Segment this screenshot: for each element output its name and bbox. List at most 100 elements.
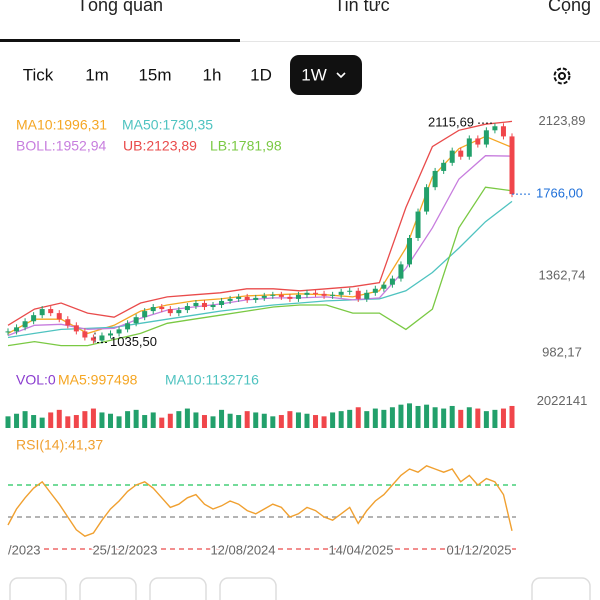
volume-bar: [500, 408, 506, 428]
y-tick-label: 1362,74: [539, 267, 586, 282]
volume-bar: [270, 416, 276, 428]
legend-entry: LB:1781,98: [210, 138, 282, 154]
volume-bar: [304, 413, 310, 428]
y-tick-label: 2123,89: [539, 113, 586, 128]
indicator-line: [7, 120, 513, 326]
volume-bar: [22, 411, 28, 428]
volume-bar: [39, 417, 45, 428]
x-tick-label: 01/12/2025: [446, 542, 511, 557]
volume-bar: [432, 407, 438, 428]
volume-bar: [244, 411, 250, 428]
volume-bar: [116, 416, 122, 428]
volume-bar: [347, 409, 353, 428]
volume-bar: [389, 407, 395, 428]
tab-underline: [0, 39, 240, 42]
toolbar: [9, 577, 591, 600]
rsi-line: [7, 465, 513, 537]
volume-bar: [65, 416, 71, 428]
x-tick-label: 25/12/2023: [92, 542, 157, 557]
min-label: 1035,50: [110, 334, 157, 349]
volume-bar: [483, 411, 489, 428]
volume-bar: [31, 415, 37, 428]
volume-bar: [313, 415, 319, 428]
volume-bar: [466, 407, 472, 428]
volume-bar: [287, 411, 293, 428]
legend-entry: BOLL:1952,94: [16, 138, 107, 154]
volume-bar: [133, 409, 139, 428]
tab[interactable]: Cộng: [548, 0, 591, 15]
volume-bar: [167, 413, 173, 428]
volume-bar: [219, 409, 225, 428]
legend-entry: MA50:1730,35: [122, 117, 213, 133]
tool-button[interactable]: [9, 577, 67, 600]
volume-bar: [415, 405, 421, 428]
volume-bar: [492, 409, 498, 428]
volume-bar: [364, 411, 370, 428]
indicator-line: [7, 200, 513, 339]
volume-bar: [90, 408, 96, 428]
last-price-label: 1766,00: [536, 186, 583, 201]
x-tick-label: 14/04/2025: [328, 542, 393, 557]
max-label: 2115,69: [428, 115, 474, 130]
x-tick-label: /2023: [8, 542, 41, 557]
tool-button[interactable]: [79, 577, 137, 600]
volume-bar: [355, 407, 361, 428]
volume-bar: [261, 413, 267, 428]
tab-divider: [0, 41, 600, 42]
volume-bar: [82, 411, 88, 428]
timeframe[interactable]: 1m: [85, 65, 109, 84]
volume-bar: [321, 416, 327, 428]
volume-bar: [5, 416, 11, 428]
volume-bar: [398, 404, 404, 428]
indicator-line: [7, 155, 513, 337]
legend-entry: MA5:997498: [58, 372, 138, 388]
volume-bar: [441, 408, 447, 428]
volume-bar: [253, 412, 259, 428]
timeframe[interactable]: Tick: [23, 65, 54, 84]
x-tick-label: 12/08/2024: [210, 542, 275, 557]
tool-button[interactable]: [531, 577, 591, 600]
volume-bar: [150, 412, 156, 428]
timeframe[interactable]: 15m: [138, 65, 171, 84]
volume-bar: [14, 413, 20, 428]
volume-bar: [227, 413, 233, 428]
volume-bar: [210, 416, 216, 428]
volume-bar: [125, 411, 131, 428]
volume-bar: [372, 408, 378, 428]
volume-bar: [108, 413, 114, 428]
y-tick-label: 2022141: [537, 393, 588, 408]
timeframe[interactable]: 1W: [301, 65, 327, 84]
volume-bar: [184, 408, 190, 428]
timeframe[interactable]: 1h: [203, 65, 222, 84]
volume-bar: [424, 404, 430, 428]
tool-button[interactable]: [149, 577, 207, 600]
volume-bar: [458, 409, 464, 428]
volume-bar: [142, 415, 148, 428]
volume-bar: [176, 411, 182, 428]
volume-bar: [73, 415, 79, 428]
legend-entry: MA10:1996,31: [16, 117, 107, 133]
legend-entry: MA10:1132716: [165, 372, 259, 388]
volume-bar: [201, 415, 207, 428]
legend-entry: VOL:0: [16, 372, 56, 388]
volume-bar: [193, 412, 199, 428]
volume-bar: [56, 409, 62, 428]
volume-bar: [406, 403, 412, 428]
tool-button[interactable]: [219, 577, 277, 600]
timeframe-active[interactable]: [290, 55, 362, 95]
volume-bar: [381, 409, 387, 428]
legend-entry: UB:2123,89: [123, 138, 197, 154]
legend-entry: RSI(14):41,37: [16, 437, 103, 453]
settings-icon[interactable]: [553, 67, 571, 85]
indicator-line: [7, 135, 513, 335]
volume-bar: [278, 415, 284, 428]
timeframe[interactable]: 1D: [250, 65, 272, 84]
indicator-line: [7, 186, 513, 347]
tab[interactable]: Tin tức: [334, 0, 389, 15]
volume-bar: [449, 405, 455, 428]
volume-bar: [295, 412, 301, 428]
volume-bar: [338, 411, 344, 428]
tab[interactable]: Tổng quan: [77, 0, 163, 15]
volume-bar: [48, 412, 54, 428]
